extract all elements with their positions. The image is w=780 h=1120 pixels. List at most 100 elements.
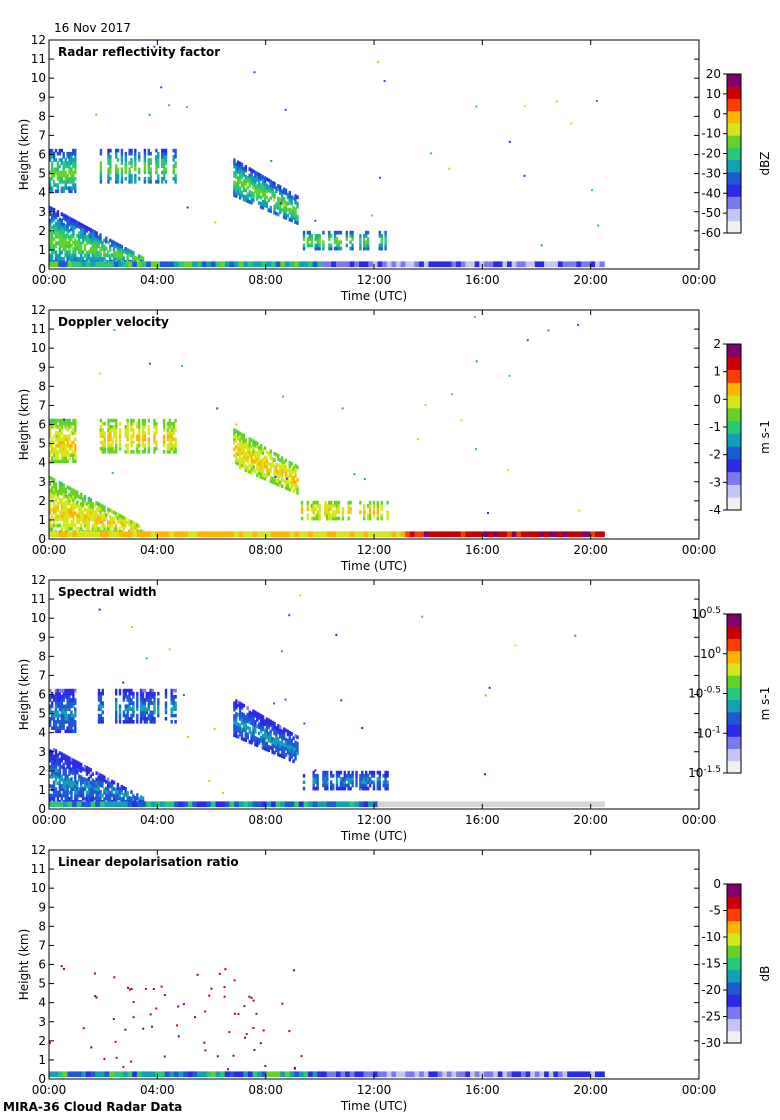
clutter-cell (62, 531, 69, 538)
speckle (578, 509, 580, 512)
colorbar-segment (727, 662, 741, 676)
echo-cell (143, 418, 147, 423)
clutter-cell (123, 801, 129, 808)
echo-cell (56, 189, 60, 194)
echo-cell (103, 244, 106, 249)
echo-cell (49, 491, 52, 496)
echo-cell (60, 701, 63, 705)
clutter-cell (595, 531, 601, 538)
clutter-cell (576, 1071, 582, 1078)
y-tick-label: 7 (38, 128, 46, 142)
echo-cell (62, 151, 65, 156)
echo-cell (292, 482, 295, 487)
echo-cell (66, 234, 69, 239)
echo-cell (240, 169, 244, 173)
clutter-cell (49, 531, 55, 538)
echo-cell (89, 780, 92, 785)
speckle (300, 1055, 303, 1058)
echo-cell (263, 179, 267, 183)
colorbar-tick-label: -30 (701, 1036, 721, 1050)
echo-cell (386, 780, 389, 785)
echo-cell (120, 524, 123, 528)
echo-cell (62, 778, 65, 782)
echo-cell (54, 453, 58, 457)
echo-cell (128, 519, 131, 524)
colorbar-segment (727, 433, 741, 447)
echo-cell (134, 164, 137, 168)
echo-cell (62, 238, 65, 242)
echo-cell (281, 732, 284, 737)
echo-cell (240, 435, 244, 440)
echo-cell (252, 195, 255, 199)
echo-cell (174, 180, 177, 184)
echo-cell (288, 217, 291, 222)
clutter-cell (308, 531, 314, 538)
echo-cell (300, 516, 304, 521)
clutter-cell (409, 801, 416, 808)
echo-cell (290, 481, 293, 486)
echo-cell (252, 712, 255, 717)
echo-cell (124, 155, 127, 159)
echo-cell (300, 510, 304, 515)
echo-cell (130, 418, 133, 423)
speckle (590, 189, 593, 192)
clutter-cell (377, 1071, 383, 1078)
speckle (370, 214, 373, 217)
echo-cell (288, 480, 291, 485)
echo-cell (279, 471, 282, 475)
echo-cell (87, 500, 91, 505)
echo-cell (64, 523, 67, 528)
x-tick-label: 00:00 (682, 813, 717, 827)
echo-cell (68, 456, 71, 460)
echo-cell (62, 508, 65, 512)
echo-cell (85, 238, 89, 242)
speckle (288, 1030, 291, 1033)
echo-cell (101, 720, 104, 724)
speckle (451, 393, 453, 396)
echo-cell (68, 778, 71, 782)
clutter-cell (113, 1071, 119, 1078)
speckle (115, 1056, 118, 1059)
echo-cell (141, 796, 145, 801)
echo-cell (263, 734, 267, 739)
echo-cell (275, 745, 278, 750)
echo-cell (52, 478, 56, 482)
echo-cell (273, 738, 276, 742)
echo-cell (157, 698, 160, 702)
echo-cell (384, 777, 387, 781)
echo-cell (172, 155, 175, 159)
echo-cell (126, 794, 129, 798)
echo-cell (248, 447, 251, 451)
echo-cell (91, 241, 94, 246)
colorbar-segment (727, 1018, 741, 1032)
echo-cell (95, 237, 98, 242)
clutter-cell (294, 531, 300, 538)
echo-cell (269, 466, 272, 470)
speckle (95, 996, 98, 999)
speckle (142, 1027, 145, 1030)
echo-cell (155, 431, 158, 435)
echo-cell (237, 461, 240, 466)
echo-cell (294, 216, 297, 221)
echo-cell (238, 456, 242, 461)
echo-cell (130, 691, 133, 696)
clutter-cell (252, 261, 258, 268)
echo-cell (99, 161, 103, 165)
echo-cell (80, 514, 83, 519)
echo-cell (49, 749, 52, 753)
echo-cell (252, 465, 255, 469)
echo-cell (105, 526, 108, 531)
echo-cell (66, 256, 69, 261)
echo-cell (56, 517, 60, 522)
echo-cell (56, 437, 60, 442)
echo-cell (64, 770, 67, 775)
echo-cell (114, 511, 118, 516)
colorbar-segment (727, 122, 741, 136)
colorbar-unit: m s-1 (758, 687, 772, 721)
echo-cell (68, 167, 71, 172)
echo-cell (52, 500, 56, 505)
echo-cell (103, 505, 106, 510)
clutter-cell (99, 531, 106, 538)
echo-cell (237, 182, 240, 187)
